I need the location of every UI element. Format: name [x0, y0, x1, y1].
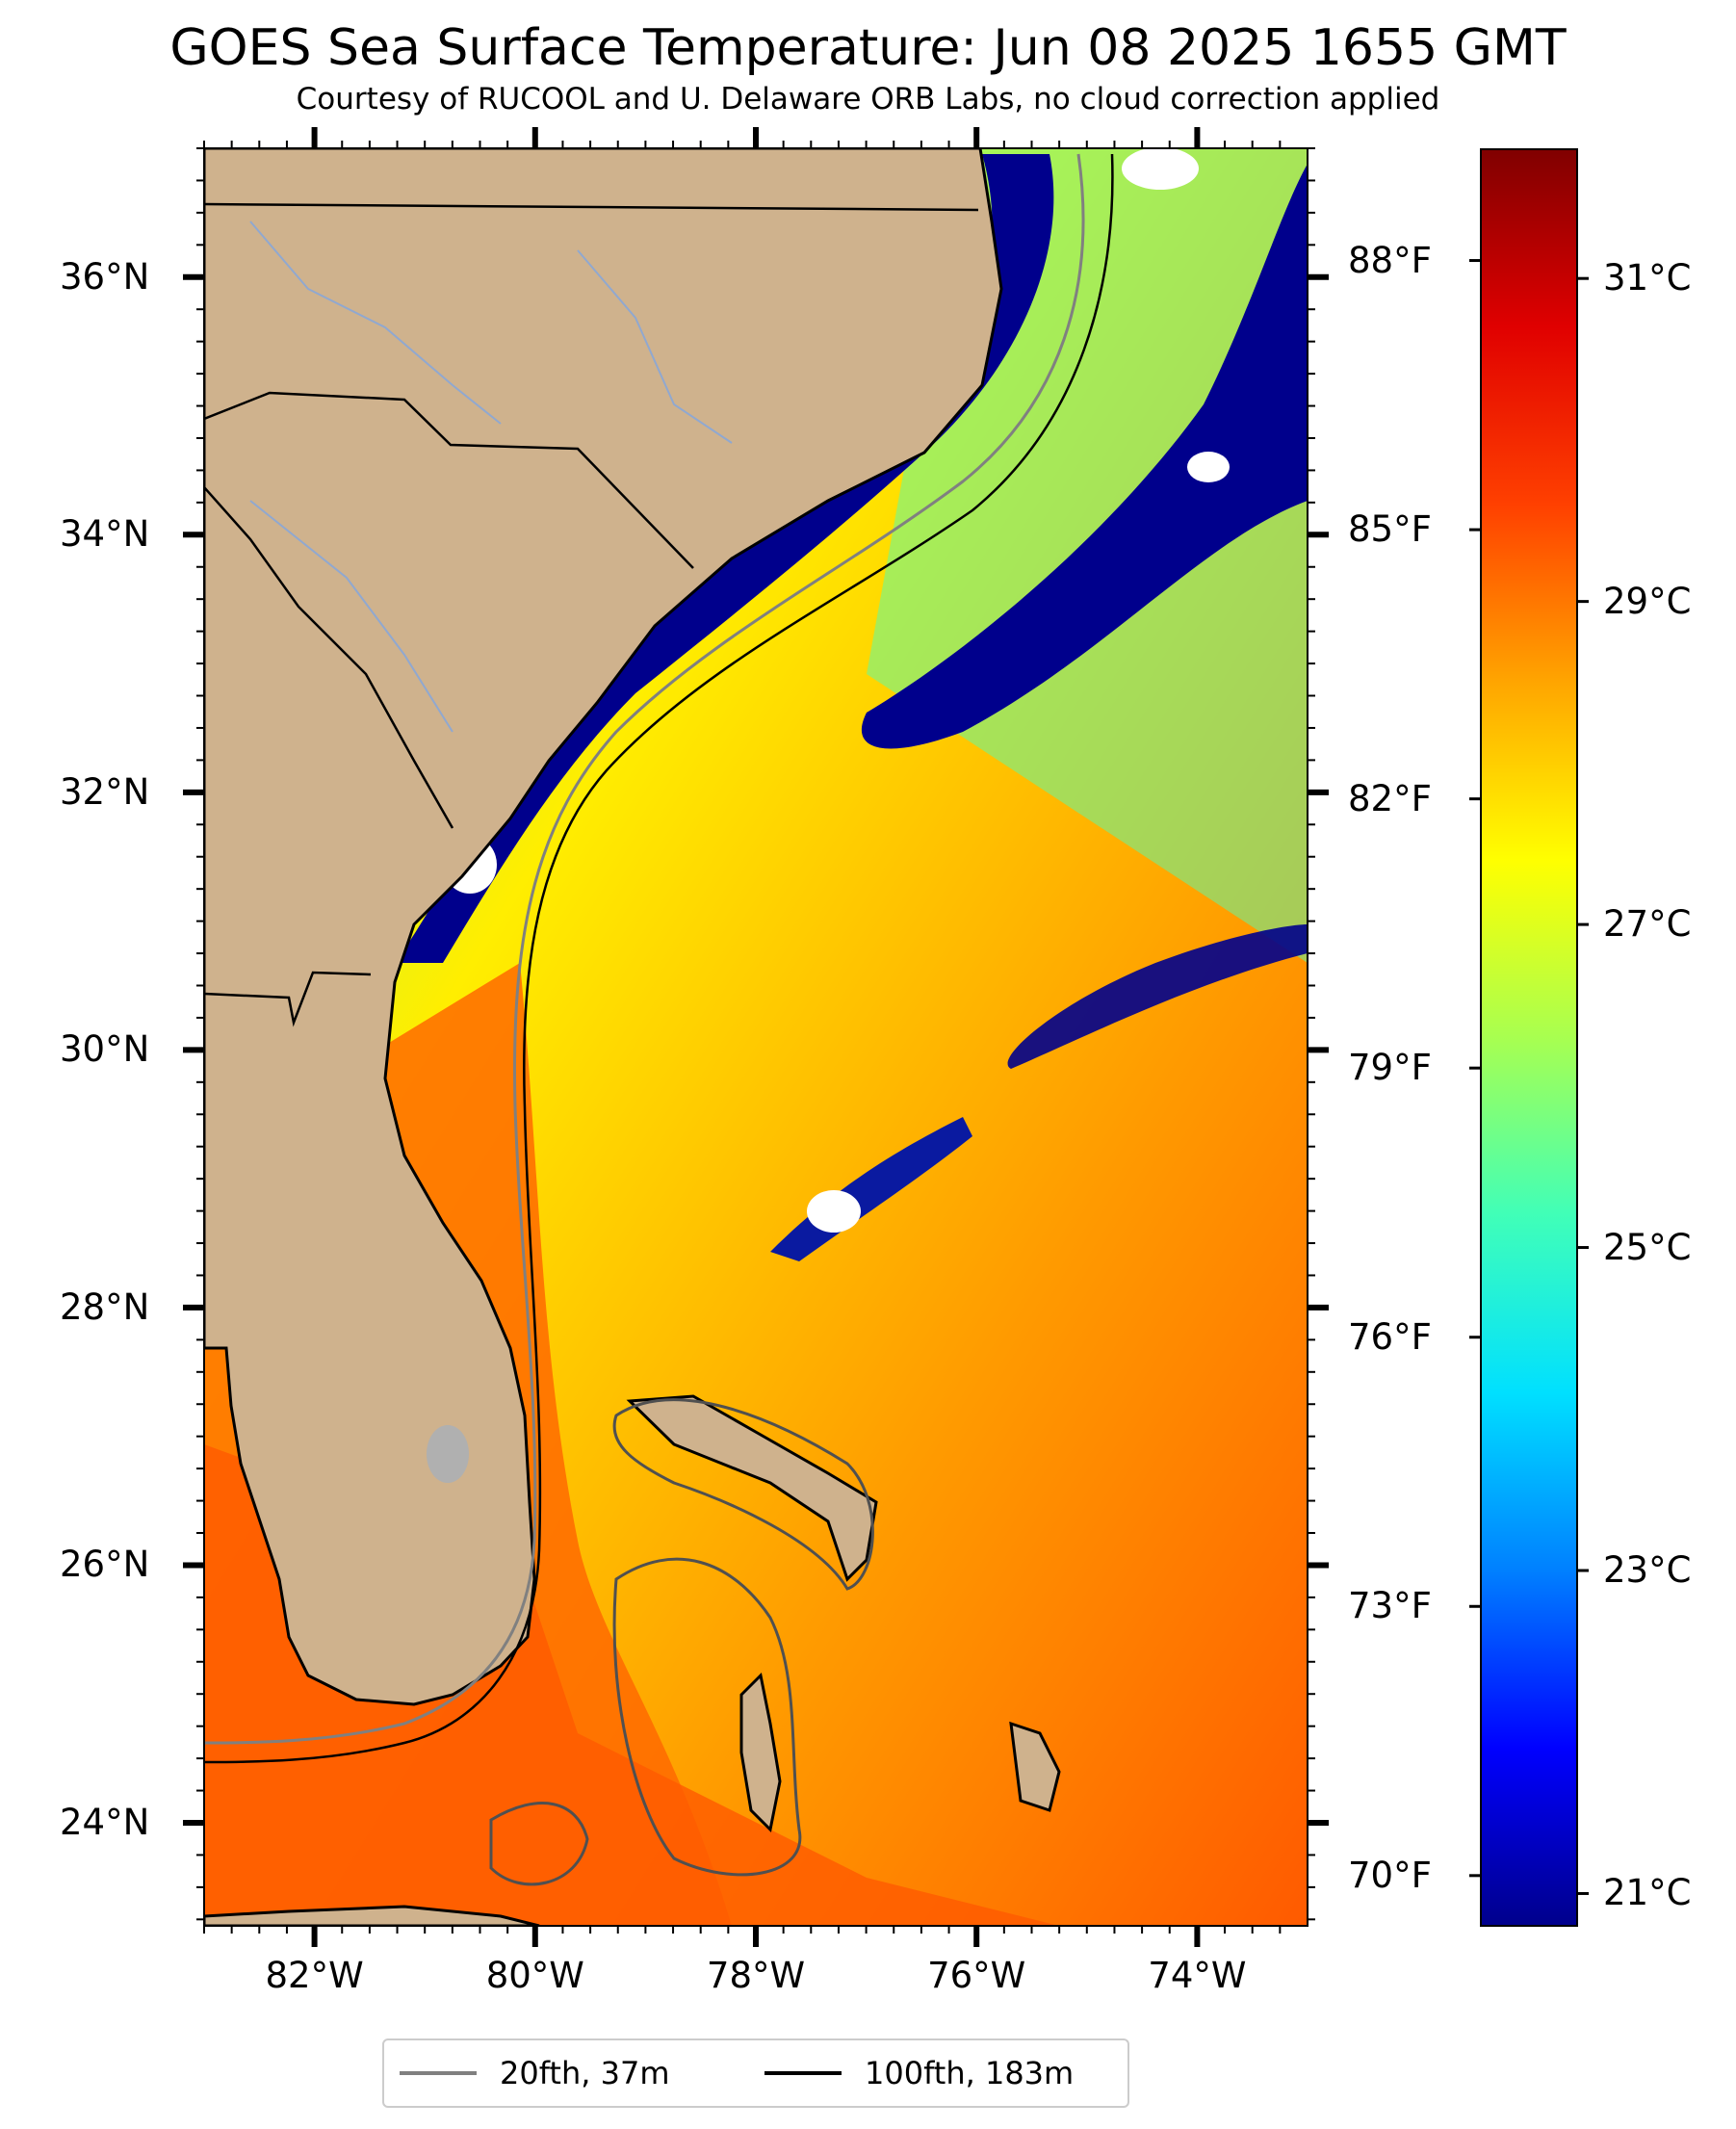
isobath-great-bahama-bank	[612, 1557, 802, 1877]
map-ticks	[183, 127, 1329, 1947]
state-border	[204, 971, 372, 1027]
lake-okeechobee	[427, 1425, 469, 1483]
isobath-20fth	[204, 153, 1085, 1745]
map-area	[204, 148, 1308, 1926]
legend-item-100fth: 100fth, 183m	[764, 2054, 1074, 2092]
map-title: GOES Sea Surface Temperature: Jun 08 202…	[169, 19, 1567, 77]
map-subtitle: Courtesy of RUCOOL and U. Delaware ORB L…	[296, 82, 1440, 117]
no-data-cloud	[807, 1190, 861, 1233]
no-data-cloud	[1187, 452, 1230, 482]
bahamas-island	[1009, 1721, 1061, 1812]
lat-label: 24°N	[60, 1801, 150, 1843]
lat-label: 30°N	[60, 1028, 150, 1071]
river	[249, 500, 453, 733]
lat-label: 36°N	[60, 255, 150, 298]
bahamas-andros	[739, 1672, 782, 1833]
cuba-coast	[204, 1905, 540, 1926]
isobath-100fth	[204, 153, 1114, 1764]
colorbar-fahrenheit-label: 79°F	[1348, 1047, 1432, 1089]
colorbar-celsius-label: 25°C	[1603, 1226, 1692, 1268]
river	[577, 249, 733, 444]
lat-label: 28°N	[60, 1285, 150, 1328]
lon-label: 80°W	[485, 1955, 584, 1996]
state-border	[204, 486, 454, 829]
state-border	[204, 391, 694, 569]
colorbar-celsius-label: 27°C	[1603, 903, 1692, 946]
colorbar-celsius-label: 23°C	[1603, 1549, 1692, 1591]
lon-label: 78°W	[706, 1955, 806, 1996]
colorbar	[1480, 148, 1578, 1927]
lon-label: 76°W	[927, 1955, 1026, 1996]
lon-label: 74°W	[1148, 1955, 1247, 1996]
land-mainland	[204, 148, 1003, 1706]
isobath-bahama-bank	[612, 1398, 874, 1591]
state-border	[204, 202, 979, 212]
colorbar-fahrenheit-label: 82°F	[1348, 777, 1432, 819]
colorbar-ticks	[1469, 259, 1589, 1895]
colorbar-fahrenheit-label: 88°F	[1348, 239, 1432, 281]
lon-label: 82°W	[265, 1955, 364, 1996]
colorbar-celsius-label: 21°C	[1603, 1872, 1692, 1914]
colorbar-celsius-label: 31°C	[1603, 257, 1692, 299]
colorbar-fahrenheit-label: 76°F	[1348, 1315, 1432, 1358]
colorbar-celsius-label: 29°C	[1603, 580, 1692, 622]
legend-swatch-20fth	[400, 2071, 477, 2075]
bahamas-grand-bahama	[626, 1394, 878, 1582]
colorbar-fahrenheit-label: 85°F	[1348, 508, 1432, 551]
river	[249, 221, 502, 425]
no-data-cloud	[1122, 148, 1199, 190]
legend-label-20fth: 20fth, 37m	[500, 2055, 670, 2091]
isobath-legend: 20fth, 37m 100fth, 183m	[382, 2038, 1129, 2108]
coastal-cold-band	[395, 154, 1054, 963]
legend-label-100fth: 100fth, 183m	[865, 2055, 1075, 2091]
legend-item-20fth: 20fth, 37m	[400, 2054, 669, 2092]
colorbar-fahrenheit-label: 73°F	[1348, 1585, 1432, 1627]
lat-label: 26°N	[60, 1544, 150, 1586]
lat-label: 32°N	[60, 770, 150, 813]
offshore-cloud-streak	[1007, 924, 1308, 1069]
isobath-cay-sal-bank	[489, 1802, 589, 1886]
lat-label: 34°N	[60, 513, 150, 556]
legend-swatch-100fth	[764, 2071, 842, 2075]
colorbar-fahrenheit-label: 70°F	[1348, 1854, 1432, 1896]
